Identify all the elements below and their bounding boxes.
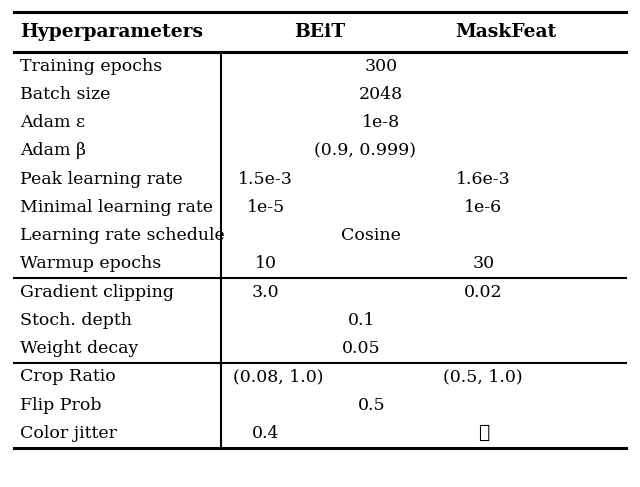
Text: Training epochs: Training epochs: [20, 58, 163, 75]
Text: Hyperparameters: Hyperparameters: [20, 23, 204, 41]
Text: 1e-5: 1e-5: [246, 199, 285, 216]
Text: 300: 300: [364, 58, 397, 75]
Text: 1.5e-3: 1.5e-3: [238, 171, 293, 187]
Text: MaskFeat: MaskFeat: [455, 23, 556, 41]
Text: Weight decay: Weight decay: [20, 340, 139, 357]
Text: Learning rate schedule: Learning rate schedule: [20, 227, 225, 244]
Text: 1e-6: 1e-6: [464, 199, 502, 216]
Text: 0.05: 0.05: [342, 340, 381, 357]
Text: Cosine: Cosine: [341, 227, 401, 244]
Text: Adam β: Adam β: [20, 143, 86, 159]
Text: 0.1: 0.1: [348, 312, 375, 329]
Text: 1.6e-3: 1.6e-3: [456, 171, 511, 187]
Text: Crop Ratio: Crop Ratio: [20, 369, 116, 385]
Text: Color jitter: Color jitter: [20, 425, 118, 442]
Text: 30: 30: [472, 256, 494, 272]
Text: (0.9, 0.999): (0.9, 0.999): [314, 143, 416, 159]
Text: ✗: ✗: [477, 425, 489, 442]
Text: Adam ε: Adam ε: [20, 114, 86, 131]
Text: Warmup epochs: Warmup epochs: [20, 256, 162, 272]
Text: 2048: 2048: [359, 86, 403, 103]
Text: 1e-8: 1e-8: [362, 114, 400, 131]
Text: Peak learning rate: Peak learning rate: [20, 171, 183, 187]
Text: BEiT: BEiT: [294, 23, 346, 41]
Text: 10: 10: [255, 256, 276, 272]
Text: 3.0: 3.0: [252, 284, 280, 300]
Text: Minimal learning rate: Minimal learning rate: [20, 199, 214, 216]
Text: Flip Prob: Flip Prob: [20, 397, 102, 413]
Text: 0.4: 0.4: [252, 425, 279, 442]
Text: Stoch. depth: Stoch. depth: [20, 312, 132, 329]
Text: 0.02: 0.02: [464, 284, 502, 300]
Text: (0.08, 1.0): (0.08, 1.0): [233, 369, 324, 385]
Text: (0.5, 1.0): (0.5, 1.0): [444, 369, 523, 385]
Text: 0.5: 0.5: [357, 397, 385, 413]
Text: Gradient clipping: Gradient clipping: [20, 284, 175, 300]
Text: Batch size: Batch size: [20, 86, 111, 103]
